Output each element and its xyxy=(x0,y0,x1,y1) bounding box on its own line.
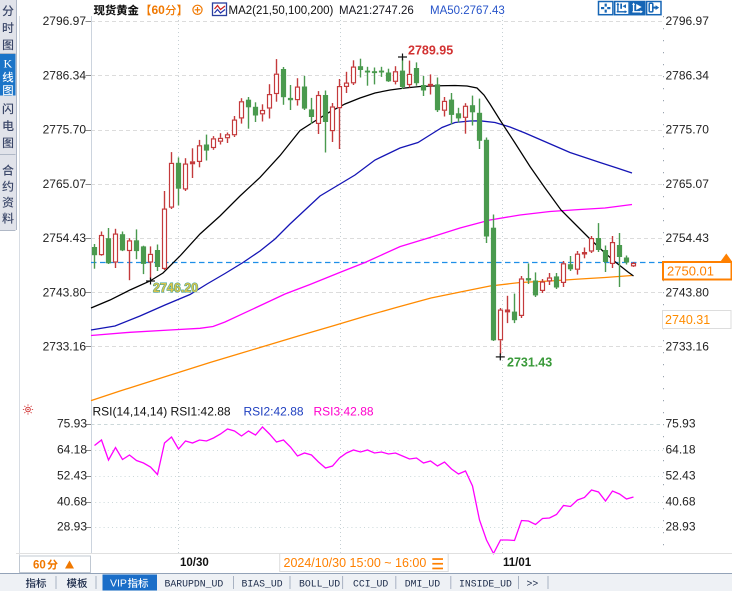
svg-text:K: K xyxy=(3,57,12,71)
svg-text:2733.16: 2733.16 xyxy=(43,340,87,354)
svg-text:2740.31: 2740.31 xyxy=(665,313,710,327)
svg-text:52.43: 52.43 xyxy=(57,469,87,483)
svg-text:DMI_UD: DMI_UD xyxy=(405,579,440,590)
svg-text:>>: >> xyxy=(527,579,539,590)
svg-text:60: 60 xyxy=(33,560,46,572)
svg-text:2775.70: 2775.70 xyxy=(666,123,710,137)
svg-text:2796.97: 2796.97 xyxy=(666,14,710,28)
svg-text:BOLL_UD: BOLL_UD xyxy=(299,579,340,590)
svg-text:BIAS_UD: BIAS_UD xyxy=(242,579,283,590)
svg-text:CCI_UD: CCI_UD xyxy=(353,579,388,590)
svg-text:2743.80: 2743.80 xyxy=(666,286,710,300)
svg-text:RSI3:42.88: RSI3:42.88 xyxy=(314,405,374,419)
svg-text:RSI2:42.88: RSI2:42.88 xyxy=(244,405,304,419)
svg-text:28.93: 28.93 xyxy=(57,520,87,534)
svg-text:VIP: VIP xyxy=(110,578,127,590)
svg-text:INSIDE_UD: INSIDE_UD xyxy=(459,579,512,590)
svg-text:64.18: 64.18 xyxy=(666,443,696,457)
svg-text:28.93: 28.93 xyxy=(666,520,696,534)
svg-text:52.43: 52.43 xyxy=(666,469,696,483)
svg-text:40.68: 40.68 xyxy=(666,495,696,509)
svg-text:2024/10/30 15:00 ~ 16:00: 2024/10/30 15:00 ~ 16:00 xyxy=(284,556,427,570)
svg-text:40.68: 40.68 xyxy=(57,495,87,509)
svg-text:2765.07: 2765.07 xyxy=(43,177,87,191)
svg-text:2786.34: 2786.34 xyxy=(666,69,710,83)
svg-text:MA21:2747.26: MA21:2747.26 xyxy=(339,5,414,17)
svg-text:11/01: 11/01 xyxy=(503,557,532,569)
svg-text:2789.95: 2789.95 xyxy=(408,44,453,58)
svg-text:2733.16: 2733.16 xyxy=(666,340,710,354)
svg-text:2746.20: 2746.20 xyxy=(153,281,198,295)
svg-text:10/30: 10/30 xyxy=(180,557,209,569)
svg-text:75.93: 75.93 xyxy=(57,417,87,431)
svg-text:MA2(21,50,100,200): MA2(21,50,100,200) xyxy=(229,5,334,17)
svg-text:2743.80: 2743.80 xyxy=(43,286,87,300)
svg-text:BARUPDN_UD: BARUPDN_UD xyxy=(165,579,224,590)
svg-text:2796.97: 2796.97 xyxy=(43,14,87,28)
svg-text:2754.43: 2754.43 xyxy=(666,231,710,245)
svg-text:2775.70: 2775.70 xyxy=(43,123,87,137)
svg-text:2765.07: 2765.07 xyxy=(666,177,710,191)
svg-text:2731.43: 2731.43 xyxy=(507,356,552,370)
svg-text:64.18: 64.18 xyxy=(57,443,87,457)
svg-text:60: 60 xyxy=(152,3,166,17)
svg-text:2750.01: 2750.01 xyxy=(667,264,714,279)
svg-text:2786.34: 2786.34 xyxy=(43,69,87,83)
svg-text:75.93: 75.93 xyxy=(666,417,696,431)
svg-text:MA50:2767.43: MA50:2767.43 xyxy=(430,5,505,17)
svg-text:2754.43: 2754.43 xyxy=(43,231,87,245)
svg-text:RSI(14,14,14) RSI1:42.88: RSI(14,14,14) RSI1:42.88 xyxy=(93,405,231,419)
